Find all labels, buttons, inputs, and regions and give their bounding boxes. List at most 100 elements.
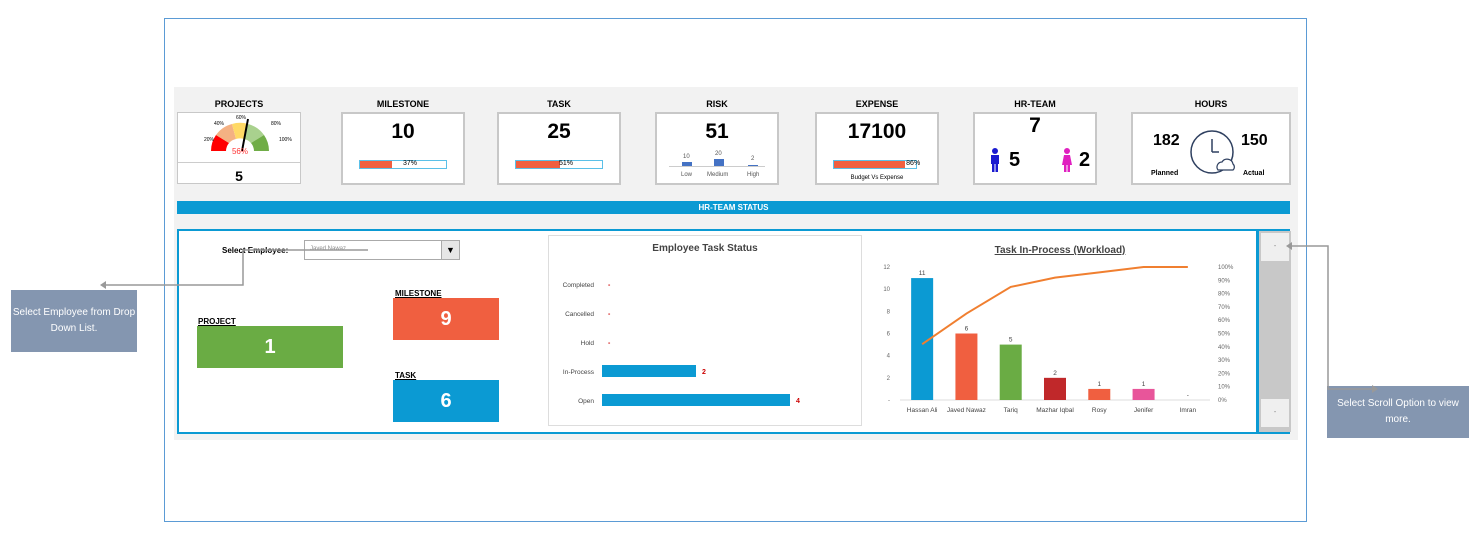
- gauge-value: 56%: [232, 147, 248, 156]
- risk-bar-low: [682, 162, 692, 166]
- category-label: Jenifer: [1134, 407, 1154, 414]
- y2-tick: 30%: [1218, 358, 1231, 364]
- bar: [911, 278, 934, 400]
- projects-title: PROJECTS: [214, 99, 264, 109]
- expense-value: 17100: [847, 120, 907, 143]
- bar: [955, 333, 978, 400]
- risk-bar-high: [748, 165, 758, 166]
- task-value: 25: [547, 120, 571, 143]
- scrollbar[interactable]: - -: [1256, 231, 1291, 432]
- y-tick: 12: [883, 265, 890, 271]
- y2-tick: 40%: [1218, 345, 1231, 351]
- bar: [1132, 388, 1155, 400]
- category-label: Javed Nawaz: [947, 407, 986, 414]
- hr-team-card: 7 5 2: [973, 112, 1097, 185]
- data-label: 2: [1053, 370, 1057, 377]
- chart-title: Employee Task Status: [652, 243, 758, 254]
- y-tick: 6: [887, 332, 891, 338]
- employee-task-status-chart: Employee Task Status Completed - Cancelled…: [548, 235, 862, 426]
- risk-title: RISK: [706, 99, 728, 109]
- clock-icon: [1190, 130, 1235, 174]
- milestone-tile: 9: [393, 298, 499, 340]
- category-label: Completed: [563, 282, 595, 289]
- data-label: -: [608, 340, 611, 347]
- y-tick: -: [888, 398, 890, 404]
- workload-chart: Task In-Process (Workload) -246810120%10…: [883, 245, 1234, 414]
- category-label: Cancelled: [565, 311, 594, 318]
- chevron-down-icon[interactable]: ▼: [441, 241, 459, 259]
- y2-tick: 10%: [1218, 385, 1231, 391]
- category-label: Rosy: [1092, 407, 1108, 414]
- category-label: Hassan Ali: [907, 407, 938, 414]
- category-label: Hold: [581, 340, 595, 347]
- male-count: 5: [1009, 149, 1021, 171]
- svg-text:80%: 80%: [271, 121, 282, 127]
- task-progress: 51%: [515, 160, 603, 169]
- task-label: TASK: [395, 371, 417, 380]
- hr-team-status-banner: HR-TEAM STATUS: [177, 201, 1290, 214]
- data-label: 11: [919, 270, 926, 277]
- y-tick: 2: [887, 376, 891, 382]
- expense-progress: 86%: [833, 160, 920, 169]
- bar: [1088, 388, 1111, 400]
- data-label: 2: [702, 369, 706, 376]
- employee-panel: Select Employee: Javed Nawaz ▼ PROJECT 1…: [177, 229, 1291, 434]
- y2-tick: 0%: [1218, 398, 1227, 404]
- cumulative-line: [921, 266, 1188, 345]
- category-label: Open: [578, 398, 594, 405]
- data-label: 1: [1142, 381, 1146, 388]
- employee-dropdown-value: Javed Nawaz: [310, 246, 347, 252]
- male-icon: [991, 148, 999, 172]
- milestone-value: 10: [391, 120, 415, 143]
- projects-value: 5: [178, 162, 300, 184]
- y2-tick: 100%: [1218, 265, 1234, 271]
- projects-card: 20% 40% 60% 80% 100% 56% 5: [177, 112, 301, 184]
- milestone-title: MILESTONE: [376, 99, 430, 109]
- task-card: 25 51%: [497, 112, 621, 185]
- project-tile: 1: [197, 326, 343, 368]
- y2-tick: 70%: [1218, 305, 1231, 311]
- data-label: -: [1187, 392, 1189, 399]
- category-label: Imran: [1180, 407, 1197, 414]
- data-label: -: [608, 311, 611, 318]
- y-tick: 10: [883, 287, 890, 293]
- female-count: 2: [1079, 149, 1091, 171]
- data-label: 6: [965, 326, 969, 333]
- select-employee-label: Select Employee:: [222, 246, 289, 255]
- category-label: Tariq: [1004, 407, 1018, 414]
- hours-title: HOURS: [1194, 99, 1228, 109]
- y-tick: 8: [887, 309, 891, 315]
- svg-text:40%: 40%: [214, 121, 225, 127]
- bar: [999, 344, 1022, 400]
- hr-team-value: 7: [1029, 114, 1041, 137]
- category-label: Mazhar Iqbal: [1036, 407, 1074, 414]
- expense-caption: Budget Vs Expense: [850, 175, 904, 181]
- risk-bar-medium: [714, 159, 724, 166]
- data-label: 1: [1097, 381, 1101, 388]
- y2-tick: 50%: [1218, 332, 1231, 338]
- bar: [602, 394, 790, 406]
- svg-text:60%: 60%: [236, 115, 247, 121]
- category-label: In-Process: [563, 369, 595, 376]
- scroll-up-button[interactable]: -: [1261, 233, 1289, 261]
- y2-tick: 90%: [1218, 278, 1231, 284]
- hours-card: 182 150 Planned Actual: [1131, 112, 1291, 185]
- milestone-label: MILESTONE: [395, 289, 442, 298]
- female-icon: [1062, 148, 1072, 172]
- data-label: 5: [1009, 337, 1013, 344]
- scroll-down-button[interactable]: -: [1261, 399, 1289, 427]
- employee-dropdown[interactable]: Javed Nawaz ▼: [304, 240, 460, 260]
- planned-hours: 182: [1153, 132, 1180, 149]
- bar: [602, 365, 696, 377]
- risk-value: 51: [705, 120, 729, 143]
- task-title: TASK: [547, 99, 571, 109]
- project-label: PROJECT: [198, 317, 236, 326]
- select-employee-callout: Select Employee from Drop Down List.: [11, 290, 137, 352]
- expense-card: 17100 86% Budget Vs Expense: [815, 112, 939, 185]
- hr-team-title: HR-TEAM: [1014, 99, 1056, 109]
- y2-tick: 60%: [1218, 318, 1231, 324]
- milestone-progress: 37%: [359, 160, 447, 169]
- chart-title: Task In-Process (Workload): [995, 245, 1126, 256]
- svg-text:100%: 100%: [279, 137, 292, 143]
- scroll-option-callout: Select Scroll Option to view more.: [1327, 386, 1469, 438]
